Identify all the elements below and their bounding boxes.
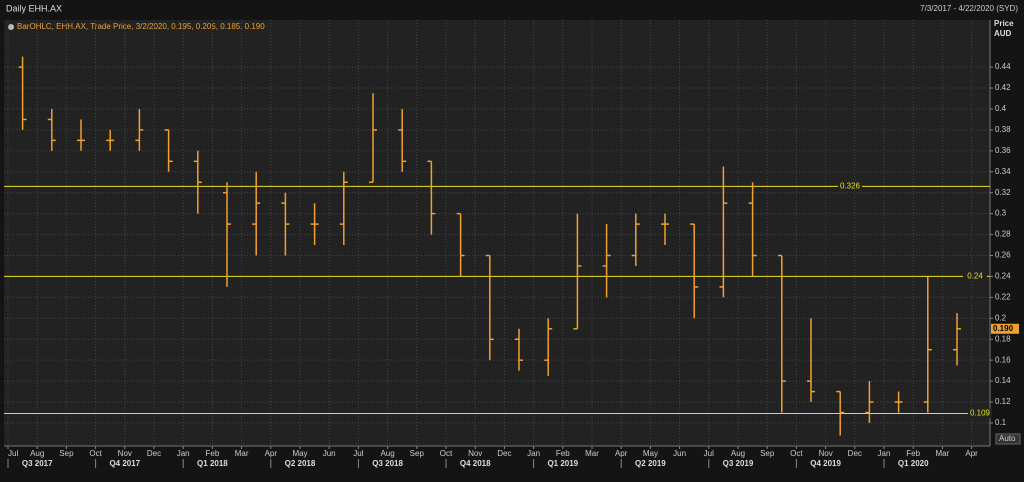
y-tick-label: 0.14: [995, 376, 1011, 385]
x-tick-label: Dec: [147, 449, 161, 458]
horizontal-line-label-bg: [968, 408, 992, 419]
x-tick-label: Nov: [818, 449, 832, 458]
quarter-label: Q2 2018: [285, 459, 316, 468]
x-tick-label: Apr: [265, 449, 278, 458]
horizontal-line-label: 0.326: [840, 182, 861, 191]
auto-button[interactable]: [995, 433, 1021, 445]
y-tick-label: 0.12: [995, 397, 1011, 406]
y-tick-label: 0.16: [995, 355, 1011, 364]
quarter-label: Q2 2019: [635, 459, 666, 468]
horizontal-line-label: 0.24: [967, 272, 983, 281]
y-axis-unit: AUD: [994, 29, 1012, 38]
x-tick-label: Nov: [118, 449, 132, 458]
quarter-label: Q4 2019: [810, 459, 841, 468]
x-tick-label: Mar: [235, 449, 249, 458]
x-tick-label: Apr: [615, 449, 628, 458]
x-tick-label: Mar: [936, 449, 950, 458]
chart-title: Daily EHH.AX: [6, 3, 62, 13]
y-tick-label: 0.34: [995, 167, 1011, 176]
x-tick-label: Feb: [206, 449, 220, 458]
y-axis-label: Price: [994, 19, 1014, 28]
quarter-label: Q4 2018: [460, 459, 491, 468]
last-price-label: 0.190: [993, 324, 1014, 333]
y-tick-label: 0.26: [995, 251, 1011, 260]
quarter-label: Q3 2019: [723, 459, 754, 468]
y-tick-label: 0.22: [995, 292, 1011, 301]
x-tick-label: Aug: [380, 449, 394, 458]
y-tick-label: 0.44: [995, 62, 1011, 71]
y-tick-label: 0.24: [995, 272, 1011, 281]
horizontal-line-label: 0.109: [970, 409, 991, 418]
x-tick-label: Jul: [8, 449, 18, 458]
quarter-label: Q3 2018: [372, 459, 403, 468]
x-tick-label: Oct: [790, 449, 803, 458]
x-tick-label: Dec: [848, 449, 862, 458]
y-tick-label: 0.28: [995, 230, 1011, 239]
x-tick-label: Aug: [30, 449, 44, 458]
last-price-box: [991, 323, 1019, 334]
x-tick-label: Jan: [878, 449, 891, 458]
x-tick-label: Apr: [965, 449, 978, 458]
x-tick-label: Jul: [353, 449, 363, 458]
x-tick-label: Sep: [59, 449, 74, 458]
y-tick-label: 0.18: [995, 334, 1011, 343]
x-tick-label: May: [643, 449, 658, 458]
horizontal-line-label-bg: [963, 271, 987, 282]
y-tick-label: 0.32: [995, 188, 1011, 197]
x-tick-label: Jan: [527, 449, 540, 458]
auto-label[interactable]: Auto: [999, 434, 1016, 443]
x-tick-label: Sep: [760, 449, 775, 458]
y-tick-label: 0.2: [995, 313, 1007, 322]
horizontal-line-label-bg: [838, 181, 862, 192]
x-tick-label: Nov: [468, 449, 482, 458]
x-tick-label: Feb: [556, 449, 570, 458]
x-tick-label: Oct: [89, 449, 102, 458]
quarter-label: Q1 2018: [197, 459, 228, 468]
legend: BarOHLC, EHH.AX, Trade Price, 3/2/2020, …: [17, 22, 265, 31]
quarter-label: Q1 2019: [547, 459, 578, 468]
plot-area: [4, 20, 990, 446]
quarter-label: Q1 2020: [898, 459, 929, 468]
y-tick-label: 0.1: [995, 418, 1007, 427]
x-tick-label: Sep: [410, 449, 425, 458]
quarter-label: Q4 2017: [109, 459, 140, 468]
x-tick-label: Oct: [440, 449, 453, 458]
legend-icon: [8, 24, 14, 30]
x-tick-label: Jun: [323, 449, 336, 458]
x-tick-label: Dec: [497, 449, 511, 458]
y-tick-label: 0.3: [995, 209, 1007, 218]
x-tick-label: Jul: [704, 449, 714, 458]
y-tick-label: 0.42: [995, 83, 1011, 92]
x-tick-label: Aug: [731, 449, 745, 458]
x-tick-label: Feb: [906, 449, 920, 458]
y-tick-label: 0.36: [995, 146, 1011, 155]
x-tick-label: Mar: [585, 449, 599, 458]
y-tick-label: 0.4: [995, 104, 1007, 113]
quarter-label: Q3 2017: [22, 459, 53, 468]
x-tick-label: May: [292, 449, 307, 458]
x-tick-label: Jun: [673, 449, 686, 458]
date-range: 7/3/2017 - 4/22/2020 (SYD): [920, 4, 1018, 13]
y-tick-label: 0.38: [995, 125, 1011, 134]
x-tick-label: Jan: [177, 449, 190, 458]
